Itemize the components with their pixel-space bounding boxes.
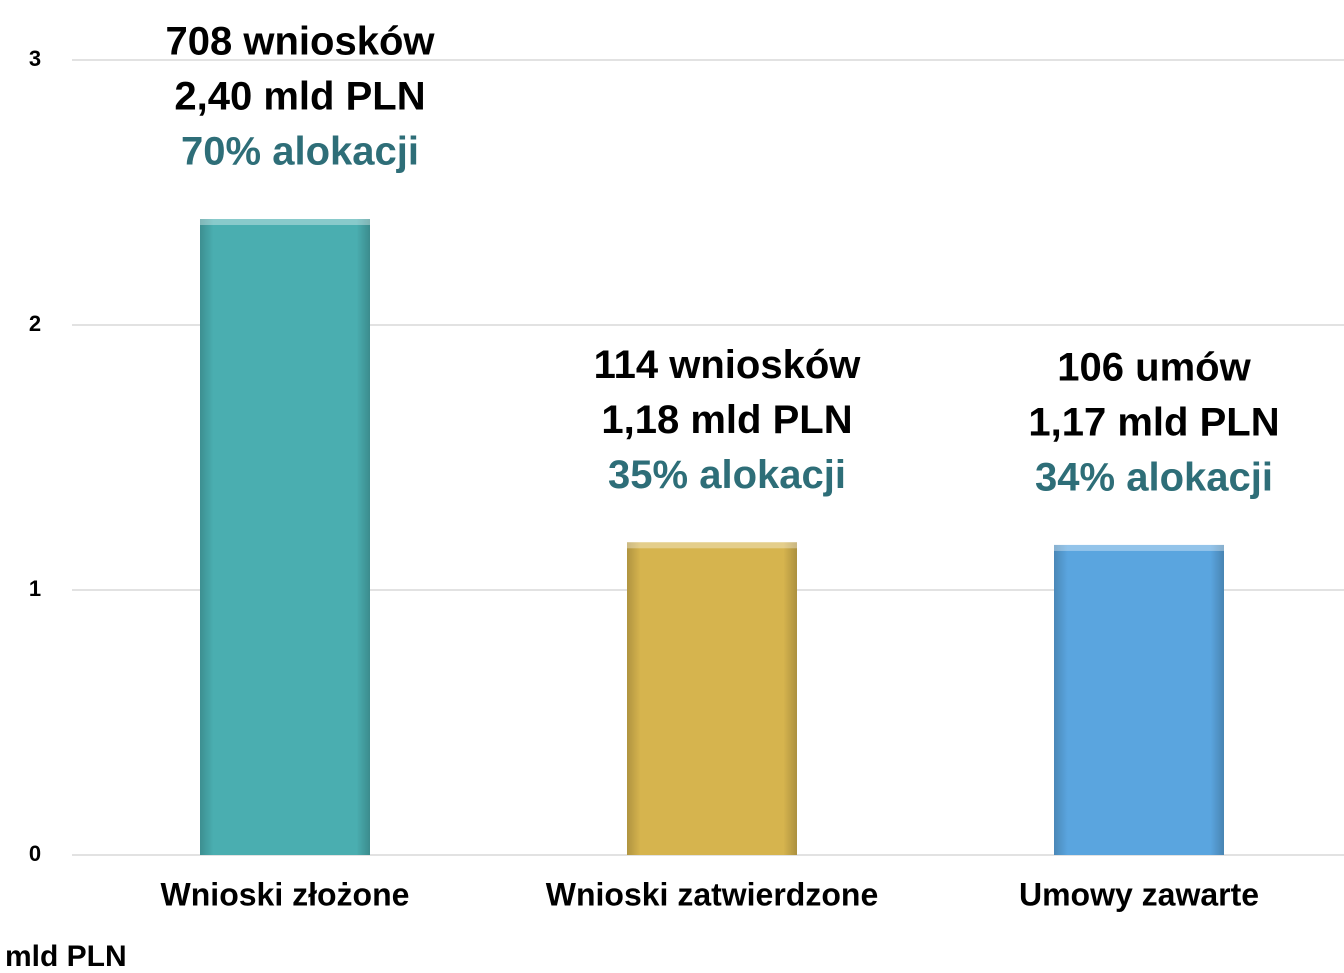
value-label: 1,18 mld PLN bbox=[601, 398, 852, 442]
value-label: 2,40 mld PLN bbox=[174, 75, 425, 119]
count-label: 114 wniosków bbox=[594, 343, 862, 387]
y-tick-label: 0 bbox=[29, 841, 41, 866]
bar bbox=[200, 219, 370, 855]
x-tick-label: Wnioski złożone bbox=[161, 876, 410, 912]
bar-bevel bbox=[627, 542, 797, 549]
x-tick-label: Umowy zawarte bbox=[1019, 876, 1259, 912]
bar bbox=[627, 542, 797, 855]
y-axis-label: mld PLN bbox=[5, 940, 127, 973]
x-tick-label: Wnioski zatwierdzone bbox=[546, 876, 878, 912]
share-label: 35% alokacji bbox=[608, 453, 846, 497]
value-label: 1,17 mld PLN bbox=[1028, 401, 1279, 445]
y-tick-label: 1 bbox=[29, 576, 41, 601]
bar-bevel bbox=[1054, 544, 1224, 551]
count-label: 708 wniosków bbox=[166, 20, 436, 64]
share-label: 70% alokacji bbox=[181, 130, 419, 174]
bar-bevel bbox=[200, 219, 370, 225]
count-label: 106 umów bbox=[1057, 346, 1251, 390]
y-tick-label: 3 bbox=[29, 46, 41, 71]
share-label: 34% alokacji bbox=[1035, 456, 1273, 500]
bar bbox=[1054, 544, 1224, 855]
y-tick-label: 2 bbox=[29, 311, 41, 336]
